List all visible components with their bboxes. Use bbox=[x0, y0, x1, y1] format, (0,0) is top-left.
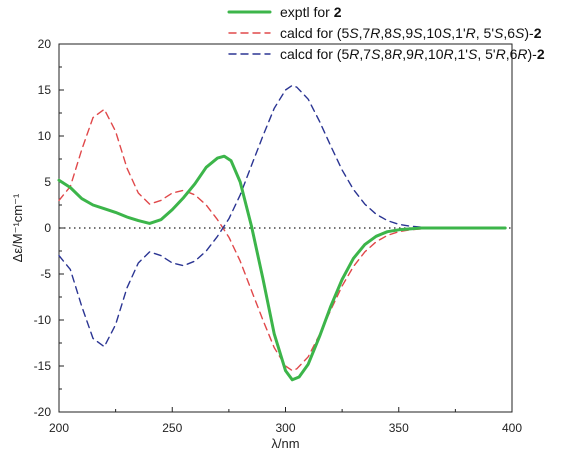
y-tick-label: 5 bbox=[44, 175, 51, 189]
y-tick-label: 0 bbox=[44, 221, 51, 235]
series-line-1 bbox=[58, 108, 506, 372]
series-line-2 bbox=[58, 84, 506, 348]
x-tick-label: 400 bbox=[502, 421, 522, 435]
legend: exptl for 2 calcd for (5S,7R,8S,9S,10S,1'… bbox=[227, 4, 545, 62]
x-axis-title: λ/nm bbox=[271, 436, 299, 451]
y-tick-label: 20 bbox=[38, 37, 52, 51]
y-axis-title: Δε/M⁻¹cm⁻¹ bbox=[10, 193, 25, 262]
y-tick-label: 15 bbox=[38, 83, 52, 97]
x-tick-label: 350 bbox=[389, 421, 409, 435]
axes: 200 250 300 350 400 -20 -15 -10 -5 0 5 10 15 20 bbox=[34, 37, 523, 435]
y-tick-label: -10 bbox=[34, 313, 52, 327]
x-tick-label: 200 bbox=[49, 421, 69, 435]
y-tick-label: -15 bbox=[34, 359, 52, 373]
legend-label-1: calcd for (5S,7R,8S,9S,10S,1'R, 5'S,6S)-… bbox=[280, 25, 542, 41]
legend-label-2: calcd for (5R,7S,8R,9R,10R,1'S, 5'R,6R)-… bbox=[280, 46, 545, 62]
y-tick-label: 10 bbox=[38, 129, 52, 143]
legend-label-0: exptl for 2 bbox=[280, 4, 342, 20]
series-line-0 bbox=[57, 154, 507, 382]
y-tick-label: -5 bbox=[40, 267, 51, 281]
x-tick-label: 300 bbox=[275, 421, 295, 435]
y-tick-label: -20 bbox=[34, 405, 52, 419]
series-layer bbox=[57, 84, 507, 382]
x-tick-label: 250 bbox=[162, 421, 182, 435]
